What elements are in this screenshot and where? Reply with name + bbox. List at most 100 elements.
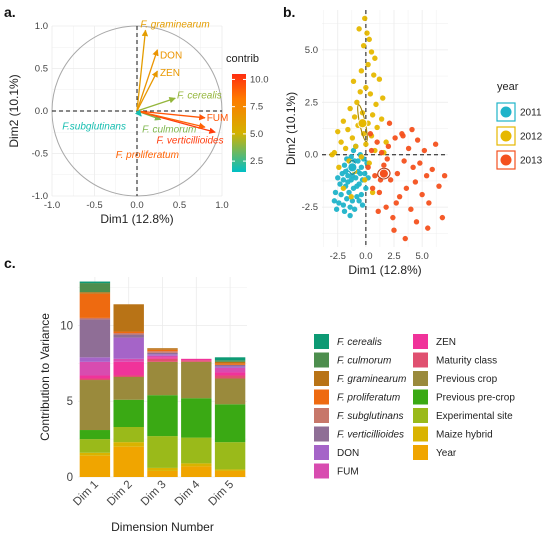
year-legend-dot-2012 [500, 130, 512, 142]
stacked-bar-segment [181, 437, 212, 464]
legend-label: Year [436, 448, 457, 459]
individual-point-2012 [354, 99, 360, 105]
colorbar-tick-label: 7.5 [250, 102, 263, 113]
panel-a-variable-plot: -1.0 -0.5 0.0 0.5 1.0 1.0 0.5 0.0 -0.5 -1.0 F. gr… [7, 20, 269, 226]
stacked-bar-segment [79, 439, 111, 453]
legend-swatch [314, 352, 329, 368]
individual-point-2013 [376, 189, 383, 196]
individual-point-2012 [383, 139, 389, 145]
individual-point-2013 [393, 200, 399, 206]
panel-c-y-axis-label: Contribution to Variance [38, 313, 52, 441]
individual-point-2011 [341, 208, 348, 215]
individual-point-2013 [372, 172, 378, 179]
individual-point-2012 [336, 164, 342, 171]
stacked-bar-segment [214, 375, 246, 379]
individual-point-2013 [417, 160, 423, 166]
individual-point-2011 [335, 175, 341, 181]
stacked-bar-segment [113, 442, 144, 447]
individual-point-2013 [403, 185, 410, 191]
confidence-ellipse-outline-2013 [377, 168, 391, 180]
individual-point-2011 [359, 202, 366, 208]
individual-point-2011 [346, 189, 352, 196]
stacked-bar-segment [214, 366, 246, 368]
individual-point-2012 [362, 177, 368, 183]
stacked-bar-segment [147, 358, 178, 362]
panel-b-x-tick: 0.0 [359, 251, 372, 262]
individual-point-2012 [363, 84, 369, 91]
stacked-bar-segment [147, 357, 178, 359]
individual-point-2012 [372, 55, 378, 61]
year-legend-title: year [497, 81, 519, 93]
panel-c-stacked-bar: 0 5 10 Dim 1 Dim 2 Dim 3 Dim 4 Dim 5 Dimension … [38, 277, 515, 534]
panel-b-individuals-plot: -2.5 0.0 2.5 5.05.02.50.0-2.5 Dim1 (12.8%) … [284, 10, 543, 277]
year-legend-dot-2011 [500, 106, 512, 118]
individual-point-2013 [386, 120, 393, 126]
individual-point-2013 [409, 126, 415, 133]
individual-point-2013 [390, 214, 396, 221]
stacked-bar-segment [79, 430, 111, 440]
individual-point-2013 [381, 162, 387, 168]
individual-point-2012 [348, 193, 354, 200]
individual-point-2011 [356, 198, 362, 204]
individual-point-2011 [354, 193, 360, 200]
panel-c-x-tick: Dim 2 [105, 479, 135, 509]
stacked-bar-segment [113, 377, 144, 400]
individual-point-2011 [357, 170, 363, 177]
stacked-bar-segment [113, 427, 144, 443]
panel-b-y-tick: 0.0 [305, 150, 318, 161]
stacked-bar-segment [181, 463, 212, 467]
individual-point-2013 [410, 164, 416, 171]
legend-label: F. proliferatum [337, 393, 400, 404]
variable-arrow [135, 109, 142, 117]
legend-label: F. verticillioides [337, 430, 404, 441]
group-centroid-2013 [378, 168, 389, 179]
individual-point-2012 [376, 76, 383, 82]
panel-c-x-tick: Dim 3 [139, 479, 169, 509]
stacked-bar-segment [113, 304, 144, 332]
stacked-bar-segment [214, 469, 246, 471]
panel-c-y-tick: 0 [67, 472, 73, 484]
individual-point-2012 [369, 112, 376, 118]
legend-swatch [413, 445, 428, 460]
stacked-bar-segment [79, 357, 111, 362]
panel-a-y-axis-label: Dim2 (10.1%) [7, 74, 21, 147]
individual-point-2012 [350, 78, 357, 85]
legend-label: DON [337, 448, 359, 459]
individual-point-2013 [413, 219, 420, 225]
legend-label: ZEN [436, 337, 456, 348]
panel-a-x-tick: -0.5 [86, 200, 102, 211]
individual-point-2012 [373, 101, 379, 108]
variable-arrow [136, 49, 159, 112]
individual-point-2012 [340, 185, 347, 191]
individual-point-2013 [387, 177, 394, 183]
individual-point-2013 [384, 156, 390, 162]
stacked-bar-segment [181, 358, 212, 361]
individual-point-2011 [337, 181, 343, 187]
panel-a-y-tick: 0.0 [35, 106, 48, 117]
individual-point-2013 [396, 193, 403, 200]
panel-c-x-tick: Dim 4 [173, 478, 203, 508]
legend-swatch [314, 445, 329, 460]
individual-point-2012 [358, 68, 365, 74]
panel-c-letter: c. [4, 255, 16, 271]
legend-label: F. culmorum [337, 356, 391, 367]
legend-label: Experimental site [436, 411, 513, 422]
stacked-bar-segment [79, 375, 111, 379]
individual-point-2013 [419, 191, 425, 198]
individual-point-2013 [374, 139, 380, 145]
individual-point-2012 [345, 126, 351, 133]
legend-label: Previous crop [436, 374, 498, 385]
legend-swatch [314, 408, 329, 423]
stacked-bar-segment [214, 442, 246, 470]
individual-point-2012 [374, 124, 380, 131]
colorbar-tick-label: 2.5 [250, 156, 263, 167]
panel-a-y-tick: -1.0 [32, 191, 48, 202]
individual-point-2011 [342, 168, 349, 175]
legend-swatch [413, 389, 428, 405]
stacked-bar-segment [147, 361, 178, 396]
individual-point-2012 [364, 30, 370, 36]
group-centroid-2011 [347, 162, 358, 173]
stacked-bar-segment [113, 334, 144, 338]
variable-label: ZEN [160, 68, 180, 79]
individual-point-2013 [392, 135, 398, 141]
